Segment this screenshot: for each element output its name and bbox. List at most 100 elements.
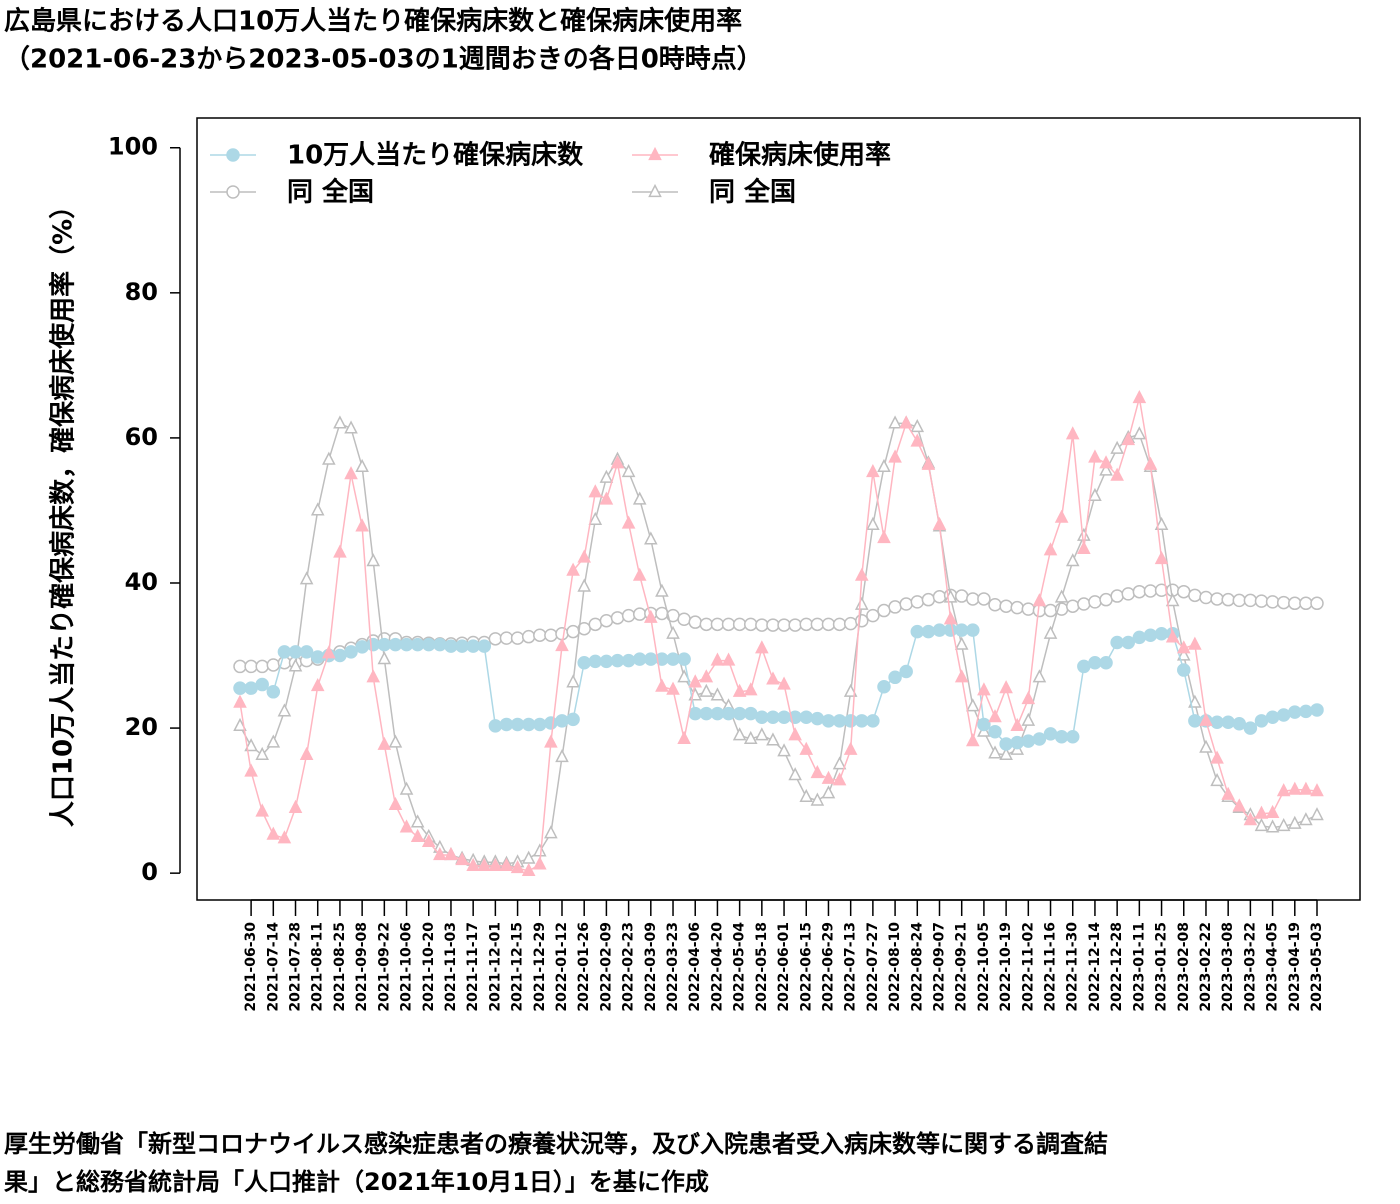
data-point [988, 709, 1002, 723]
x-tick-label: 2021-10-06 [399, 922, 415, 1012]
data-point [277, 830, 292, 844]
data-point [644, 531, 658, 545]
data-point [555, 714, 569, 728]
data-point [1254, 805, 1269, 819]
x-tick-label: 2021-06-30 [243, 922, 259, 1012]
data-point [266, 826, 281, 840]
data-point [1276, 595, 1291, 610]
data-point [732, 683, 747, 697]
data-point [566, 624, 580, 639]
legend-label: 確保病床使用率 [709, 140, 891, 171]
x-tick-label: 2023-02-22 [1198, 922, 1214, 1012]
data-point [1032, 669, 1047, 683]
data-point [932, 623, 947, 637]
data-point [1110, 635, 1124, 650]
data-point [977, 717, 991, 732]
data-point [699, 669, 714, 683]
data-point [644, 652, 658, 666]
data-point [244, 681, 258, 695]
data-point [599, 613, 614, 628]
legend-label: 10万人当たり確保病床数 [287, 140, 584, 171]
data-point [932, 590, 947, 604]
data-point [677, 730, 691, 745]
data-point [1121, 432, 1136, 446]
data-point [1110, 467, 1124, 481]
y-axis-title: 人口10万人当たり確保病床数，確保病床使用率（%） [48, 193, 79, 827]
data-point [599, 469, 614, 483]
x-tick-label: 2021-07-14 [265, 922, 281, 1012]
x-tick-label: 2022-08-24 [909, 922, 925, 1012]
data-point [288, 799, 303, 813]
data-point [532, 843, 547, 857]
data-point [255, 677, 269, 692]
data-point [566, 674, 580, 688]
data-point [666, 652, 680, 666]
data-point [766, 732, 780, 746]
x-tick-label: 2022-11-30 [1065, 922, 1081, 1012]
data-point [255, 746, 270, 760]
data-point [910, 418, 925, 433]
data-point [1021, 712, 1036, 726]
data-point [755, 640, 769, 654]
data-point [233, 681, 247, 695]
data-point [555, 638, 569, 652]
legend-label: 同 全国 [287, 177, 374, 208]
legend-marker [648, 146, 662, 161]
data-point [755, 618, 769, 632]
data-point [444, 846, 458, 861]
x-tick-label: 2021-12-15 [510, 922, 526, 1012]
data-point [755, 727, 769, 741]
data-point [1310, 807, 1324, 821]
data-point [422, 637, 436, 652]
data-point [843, 616, 858, 631]
y-tick-label: 60 [125, 423, 158, 451]
data-point [1065, 553, 1080, 567]
data-point [777, 743, 791, 757]
data-point [954, 669, 969, 683]
data-point [1221, 786, 1235, 800]
data-point [333, 648, 347, 663]
x-tick-label: 2022-06-15 [798, 922, 814, 1012]
x-tick-label: 2023-04-19 [1287, 922, 1303, 1012]
y-tick-label: 100 [108, 133, 158, 161]
data-point [233, 717, 247, 731]
data-point [1043, 625, 1058, 639]
data-point [1077, 540, 1091, 554]
data-point [510, 717, 525, 732]
chart-title: 広島県における人口10万人当たり確保病床数と確保病床使用率 [4, 6, 742, 37]
data-point [799, 741, 814, 755]
data-point [544, 628, 558, 642]
data-point [1243, 593, 1258, 608]
x-tick-label: 2021-08-11 [310, 922, 326, 1012]
data-point [399, 819, 414, 833]
data-point [1121, 587, 1135, 601]
data-point [1199, 739, 1213, 753]
data-point [666, 625, 680, 639]
data-point [1110, 440, 1124, 454]
x-tick-label: 2023-04-05 [1265, 922, 1281, 1012]
y-tick-label: 40 [125, 568, 158, 596]
data-point [544, 825, 558, 839]
data-point [1199, 590, 1213, 605]
data-point [510, 860, 525, 874]
data-point [566, 562, 580, 576]
data-point [1143, 584, 1158, 598]
x-tick-label: 2023-03-08 [1220, 922, 1236, 1012]
data-point [1221, 592, 1235, 607]
data-point [788, 767, 802, 781]
x-tick-label: 2022-07-13 [843, 922, 859, 1012]
x-tick-label: 2022-05-04 [732, 922, 748, 1012]
data-point [1154, 627, 1169, 641]
data-point [1077, 597, 1091, 611]
data-point [1132, 584, 1147, 599]
data-point [888, 449, 902, 463]
data-point [455, 639, 469, 653]
x-tick-label: 2023-01-25 [1154, 922, 1170, 1012]
data-point [1288, 596, 1302, 611]
data-point [266, 658, 281, 672]
data-point [1021, 734, 1036, 748]
data-point [1121, 635, 1135, 650]
data-point [599, 491, 614, 505]
legend-marker [226, 185, 240, 199]
